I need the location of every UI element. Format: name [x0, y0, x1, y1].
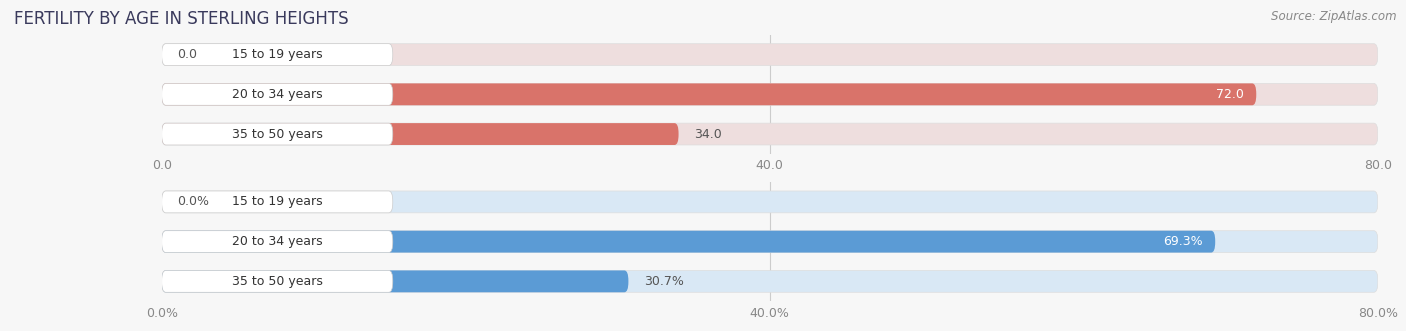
FancyBboxPatch shape	[162, 231, 1215, 253]
Text: 30.7%: 30.7%	[644, 275, 683, 288]
Text: 35 to 50 years: 35 to 50 years	[232, 127, 322, 141]
Text: Source: ZipAtlas.com: Source: ZipAtlas.com	[1271, 10, 1396, 23]
FancyBboxPatch shape	[162, 123, 679, 145]
FancyBboxPatch shape	[162, 44, 1378, 66]
FancyBboxPatch shape	[162, 83, 392, 105]
Text: 15 to 19 years: 15 to 19 years	[232, 48, 322, 61]
FancyBboxPatch shape	[162, 191, 1378, 213]
FancyBboxPatch shape	[162, 231, 1378, 253]
Text: 72.0: 72.0	[1216, 88, 1244, 101]
FancyBboxPatch shape	[162, 44, 392, 66]
FancyBboxPatch shape	[162, 191, 392, 213]
FancyBboxPatch shape	[162, 123, 1378, 145]
Text: 69.3%: 69.3%	[1163, 235, 1204, 248]
Text: 20 to 34 years: 20 to 34 years	[232, 235, 322, 248]
Text: 15 to 19 years: 15 to 19 years	[232, 195, 322, 209]
FancyBboxPatch shape	[162, 83, 1257, 105]
FancyBboxPatch shape	[162, 270, 628, 292]
Text: 34.0: 34.0	[693, 127, 721, 141]
Text: 0.0%: 0.0%	[177, 195, 209, 209]
FancyBboxPatch shape	[162, 123, 392, 145]
Text: FERTILITY BY AGE IN STERLING HEIGHTS: FERTILITY BY AGE IN STERLING HEIGHTS	[14, 10, 349, 28]
FancyBboxPatch shape	[162, 270, 1378, 292]
Text: 20 to 34 years: 20 to 34 years	[232, 88, 322, 101]
FancyBboxPatch shape	[162, 231, 392, 253]
FancyBboxPatch shape	[162, 83, 1378, 105]
FancyBboxPatch shape	[162, 270, 392, 292]
Text: 0.0: 0.0	[177, 48, 197, 61]
Text: 35 to 50 years: 35 to 50 years	[232, 275, 322, 288]
